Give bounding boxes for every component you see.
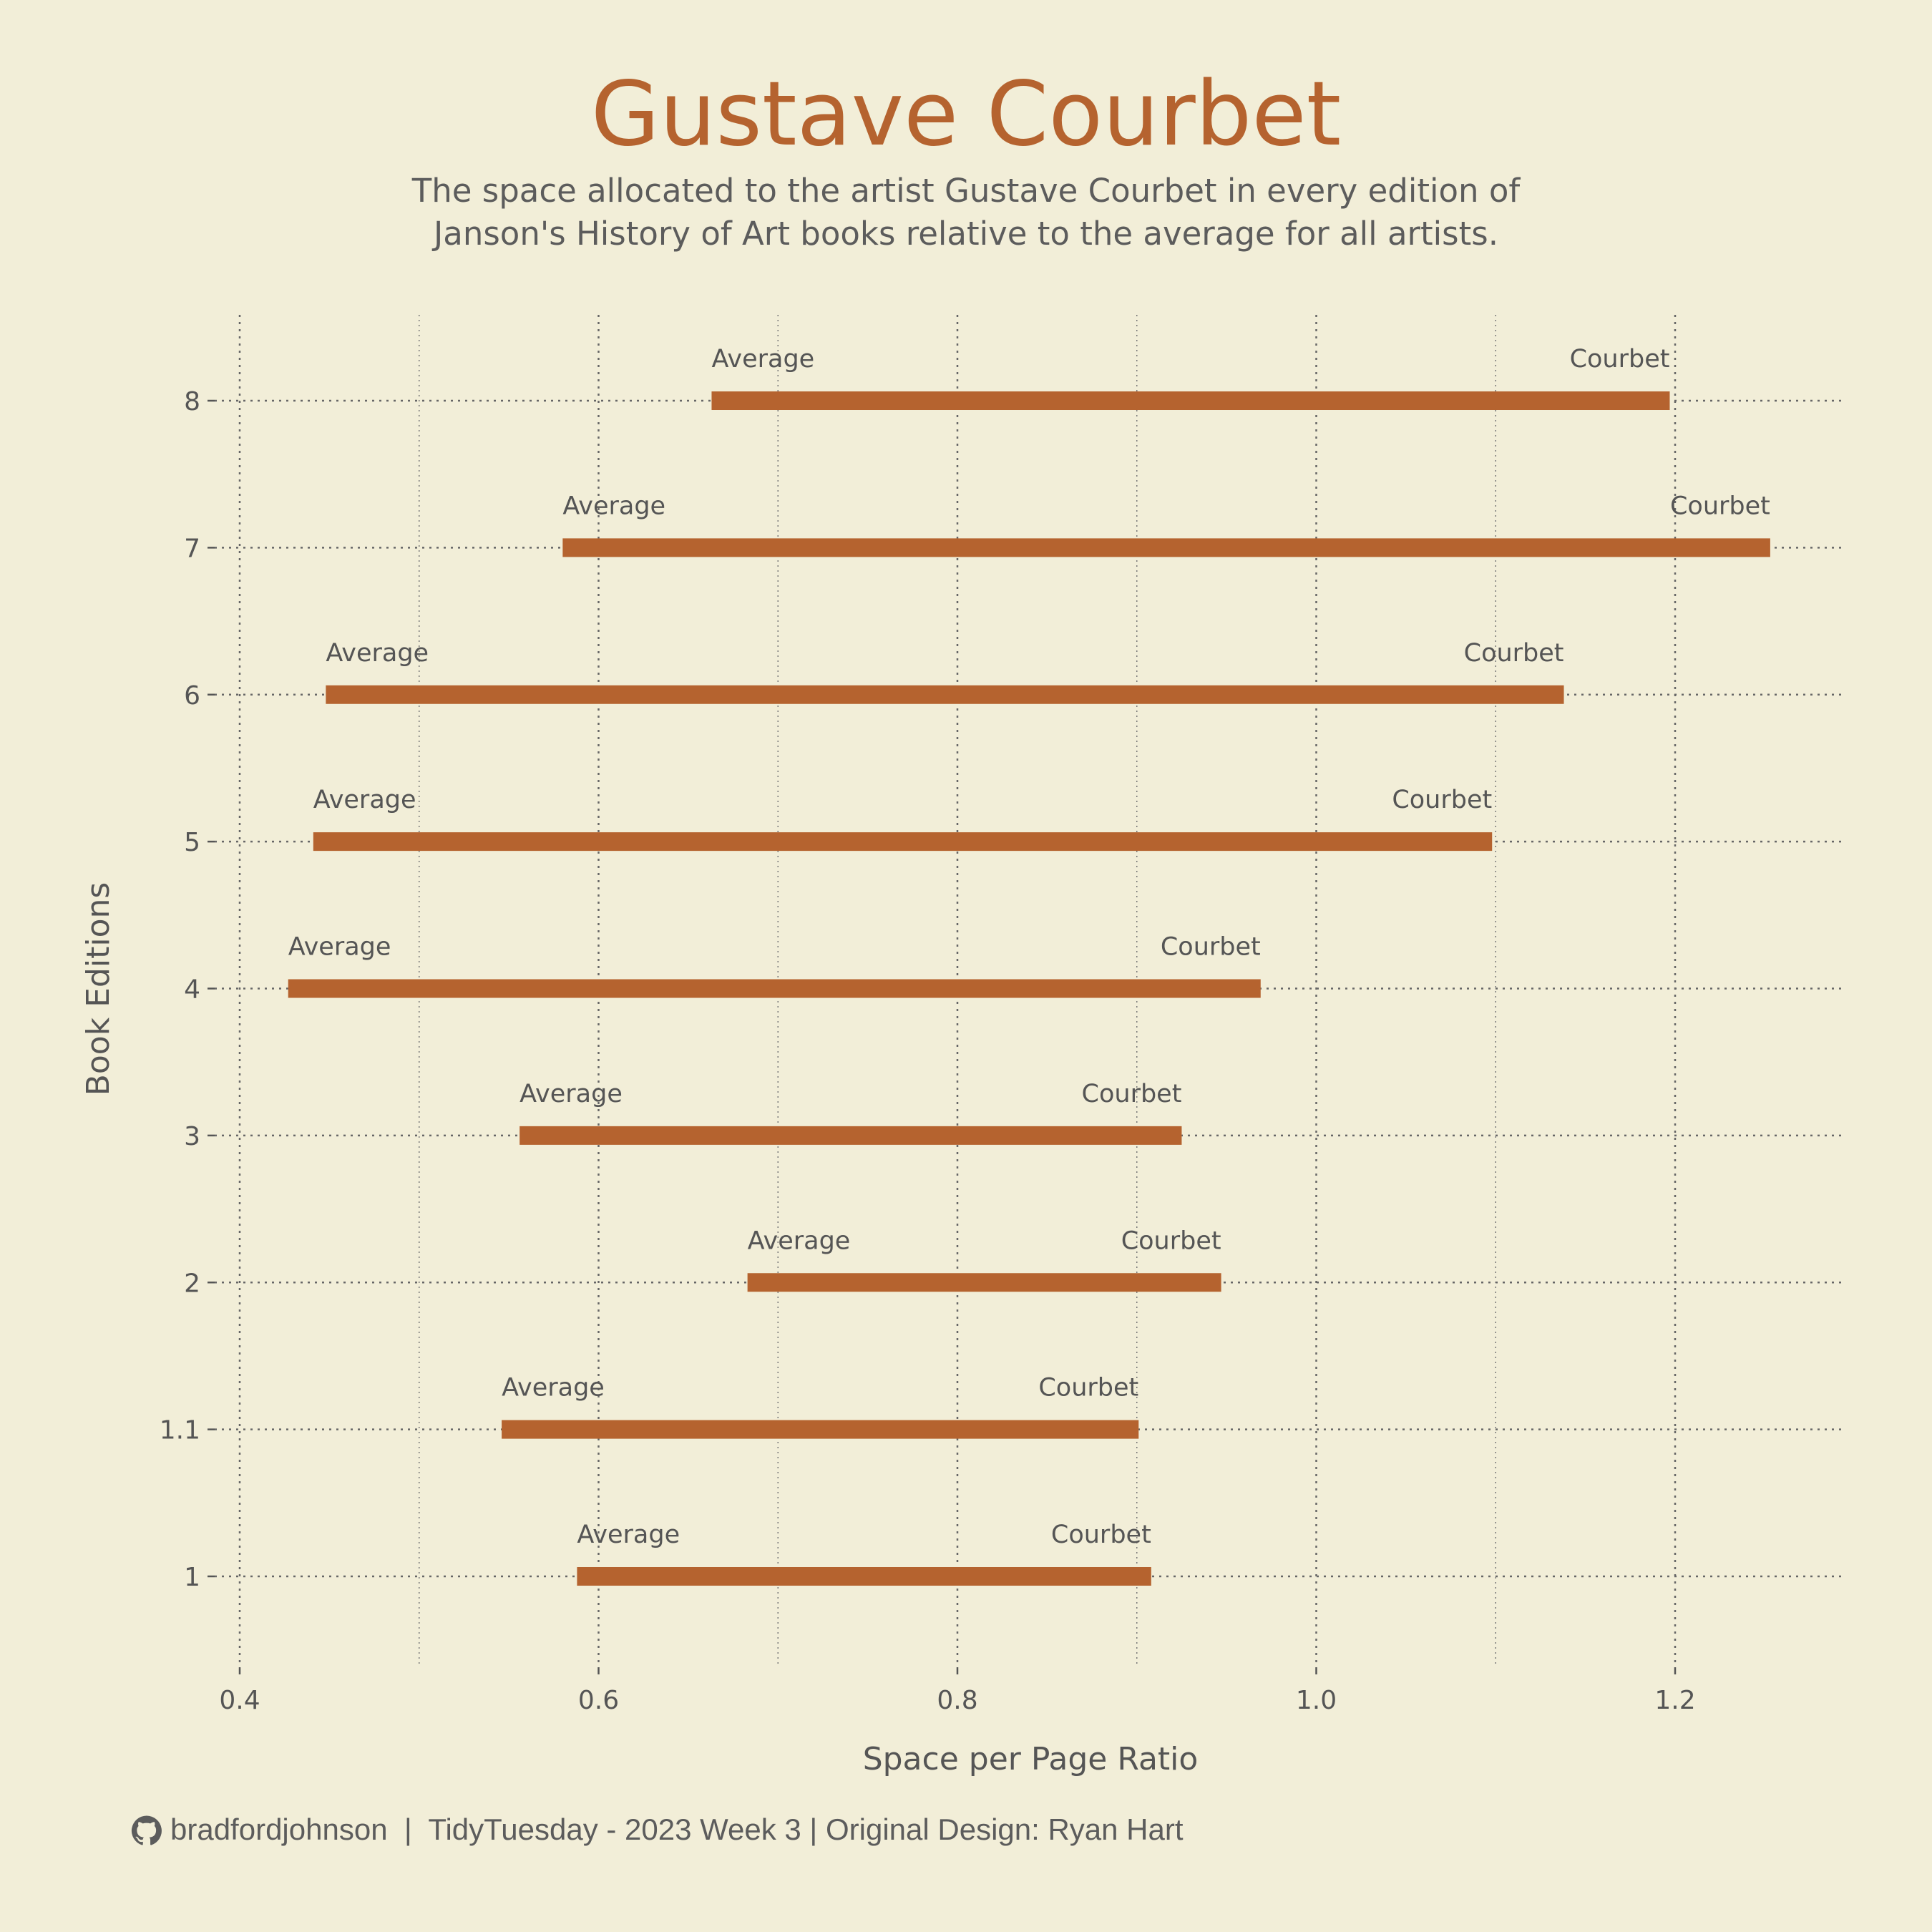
y-tick-label: 1.1: [160, 1416, 200, 1445]
bar-edition-5: [313, 832, 1493, 852]
x-tick-label: 1.2: [1654, 1686, 1695, 1715]
bar-end-label: Courbet: [1570, 345, 1670, 374]
bar-end-label: Courbet: [1121, 1226, 1221, 1255]
chart-title: Gustave Courbet: [591, 63, 1342, 166]
y-tick-label: 3: [184, 1122, 200, 1151]
y-tick-label: 1: [184, 1563, 200, 1592]
bar-start-label: Average: [748, 1226, 851, 1255]
bar-end-label: Courbet: [1038, 1374, 1138, 1402]
y-tick-label: 6: [184, 681, 200, 711]
bar-edition-2: [747, 1273, 1221, 1292]
y-axis-ticks: 1 1.1 2 3 4 5 6 7 8: [160, 387, 215, 1592]
bar-end-label: Courbet: [1392, 786, 1492, 814]
bar-start-label: Average: [562, 492, 665, 520]
bar-start-label: Average: [502, 1374, 605, 1402]
github-icon: [131, 1815, 162, 1845]
bar-start-label: Average: [326, 639, 429, 668]
bar-end-label: Courbet: [1051, 1521, 1151, 1549]
bar-end-label: Courbet: [1670, 492, 1770, 520]
bar-edition-6: [326, 685, 1564, 704]
chart-subtitle-line-1: The space allocated to the artist Gustav…: [411, 172, 1521, 210]
y-tick-label: 7: [184, 534, 200, 563]
x-axis-title: Space per Page Ratio: [863, 1741, 1199, 1777]
bar-edition-3: [519, 1126, 1182, 1145]
bar-start-label: Average: [288, 933, 391, 962]
bar-edition-8: [711, 391, 1670, 410]
x-tick-label: 0.4: [219, 1686, 260, 1715]
bar-edition-1: [577, 1567, 1151, 1586]
bar-end-label: Courbet: [1161, 933, 1261, 962]
bar-edition-1.1: [502, 1420, 1139, 1439]
y-tick-label: 5: [184, 828, 200, 857]
chart-subtitle-line-2: Janson's History of Art books relative t…: [431, 215, 1498, 253]
y-tick-label: 8: [184, 387, 200, 416]
x-axis-ticks: 0.4 0.6 0.8 1.0 1.2: [219, 1667, 1696, 1715]
bar-labels: Average Courbet Average Courbet Average Courb…: [288, 345, 1770, 1549]
caption-text: bradfordjohnson | TidyTuesday - 2023 Wee…: [170, 1813, 1184, 1846]
bar-start-label: Average: [577, 1521, 680, 1549]
x-tick-label: 0.6: [578, 1686, 619, 1715]
bar-end-label: Courbet: [1464, 639, 1564, 668]
bar-start-label: Average: [313, 786, 416, 814]
y-tick-label: 4: [184, 975, 200, 1005]
caption: bradfordjohnson | TidyTuesday - 2023 Wee…: [131, 1813, 1184, 1846]
y-tick-label: 2: [184, 1269, 200, 1298]
x-tick-label: 1.0: [1296, 1686, 1337, 1715]
y-axis-title: Book Editions: [80, 882, 117, 1096]
bar-start-label: Average: [711, 345, 814, 374]
bars: [288, 391, 1770, 1586]
bar-end-label: Courbet: [1082, 1080, 1182, 1108]
bar-edition-7: [562, 538, 1770, 557]
bar-edition-4: [288, 979, 1261, 998]
bar-start-label: Average: [519, 1080, 623, 1108]
x-tick-label: 0.8: [937, 1686, 977, 1715]
